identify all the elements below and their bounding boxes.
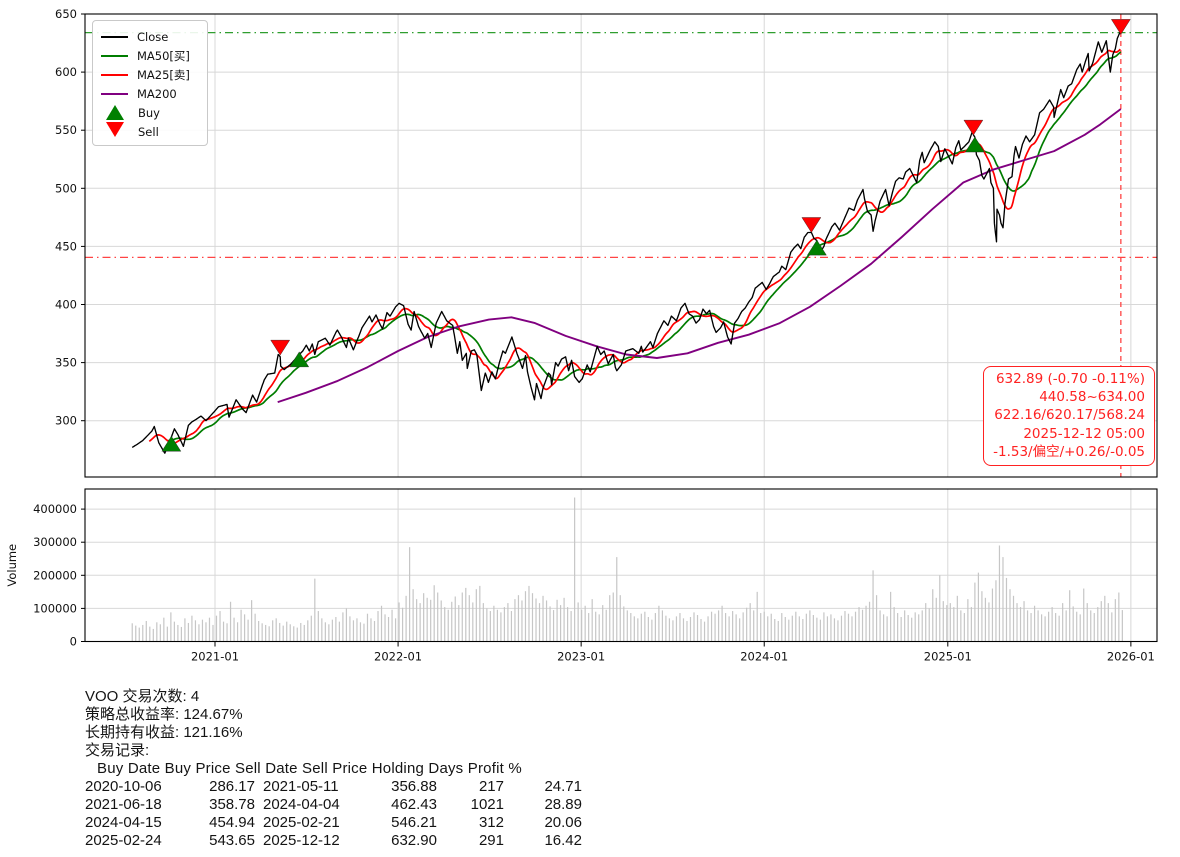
x-tick-label: 2024-01	[740, 650, 788, 664]
price-ytick-label: 400	[55, 298, 77, 312]
buy-date-cell: 2021-06-18	[85, 796, 162, 813]
buyhold-return-line: 长期持有收益: 121.16%	[85, 724, 243, 741]
buy-marker	[965, 136, 985, 153]
strategy-return-line: 策略总收益率: 124.67%	[85, 706, 243, 723]
trade-table-header: Buy Date Buy Price Sell Date Sell Price …	[97, 760, 522, 777]
sell-marker	[270, 339, 291, 356]
price-ytick-label: 350	[55, 356, 77, 370]
x-tick-label: 2023-01	[557, 650, 605, 664]
buy-date-cell: 2025-02-24	[85, 832, 162, 849]
holding-days-cell: 312	[478, 814, 504, 831]
annotation-date-line: 2025-12-12 05:00	[1023, 425, 1145, 442]
sell-price-cell: 632.90	[391, 832, 437, 849]
sell-date-cell: 2025-02-21	[263, 814, 340, 831]
legend-label: MA50[买]	[137, 48, 190, 63]
volume-axis-label: Volume	[5, 544, 19, 587]
buy-marker	[161, 435, 182, 452]
price-ytick-label: 550	[55, 123, 77, 137]
buy-date-cell: 2024-04-15	[85, 814, 162, 831]
sell-marker	[801, 217, 822, 233]
close-line	[131, 31, 1122, 454]
buy-price-cell: 286.17	[209, 778, 255, 795]
price-panel-border	[84, 13, 1158, 478]
latest-quote-annotation: 632.89 (-0.70 -0.11%) 440.58~634.00 622.…	[983, 366, 1155, 467]
sell-date-cell: 2025-12-12	[263, 832, 340, 849]
volume-bars	[131, 497, 1123, 642]
legend-item-ma25: MA25[卖]	[101, 65, 199, 84]
legend-label: Sell	[138, 124, 159, 139]
legend-label: Buy	[138, 105, 160, 120]
ma50-line-swatch	[101, 54, 128, 57]
close-line-swatch	[101, 35, 128, 38]
trade-row: 2020-10-06 286.17 2021-05-11 356.88 217 …	[85, 778, 582, 796]
profit-cell: 16.42	[544, 832, 582, 849]
legend-item-close: Close	[101, 27, 199, 46]
legend-item-sell: Sell	[101, 122, 199, 141]
sell-marker	[963, 119, 984, 136]
volume-ytick-label: 200000	[33, 568, 77, 582]
annotation-price-line: 632.89 (-0.70 -0.11%)	[995, 371, 1145, 387]
price-volume-chart: 300 350 400 450 500 550 600 650 0 100000 200000 300…	[5, 7, 1158, 664]
trade-markers	[161, 19, 1131, 452]
ma200-line	[277, 108, 1122, 404]
reference-lines	[85, 14, 1157, 477]
sell-price-cell: 462.43	[391, 796, 437, 813]
price-ytick-label: 650	[55, 7, 77, 21]
profit-cell: 20.06	[544, 814, 582, 831]
gridlines	[85, 13, 1157, 642]
legend-item-ma50: MA50[买]	[101, 46, 199, 65]
volume-ytick-label: 400000	[33, 502, 77, 516]
x-tick-label: 2025-01	[924, 650, 972, 664]
x-tick-label: 2022-01	[374, 650, 422, 664]
trade-row: 2021-06-18 358.78 2024-04-04 462.43 1021…	[85, 796, 582, 814]
trade-count-line: VOO 交易次数: 4	[85, 688, 200, 705]
volume-panel-border	[84, 488, 1158, 643]
axes: 300 350 400 450 500 550 600 650 0 100000 200000 300…	[5, 7, 1158, 664]
buy-price-cell: 454.94	[209, 814, 255, 831]
legend-label: MA25[卖]	[137, 67, 190, 82]
sell-marker	[1110, 19, 1131, 35]
sell-price-cell: 546.21	[391, 814, 437, 831]
volume-ytick-label: 0	[70, 635, 77, 649]
sell-date-cell: 2024-04-04	[263, 796, 340, 813]
ma25-line-swatch	[101, 73, 128, 76]
volume-ytick-label: 100000	[33, 601, 77, 615]
chart-legend: Close MA50[买] MA25[卖] MA200 Buy Sell	[92, 20, 208, 146]
holding-days-cell: 217	[478, 778, 504, 795]
x-tick-label: 2021-01	[191, 650, 239, 664]
buy-price-cell: 358.78	[209, 796, 255, 813]
price-ytick-label: 450	[55, 239, 77, 253]
price-ytick-label: 600	[55, 65, 77, 79]
trade-row: 2024-04-15 454.94 2025-02-21 546.21 312 …	[85, 814, 582, 832]
profit-cell: 24.71	[544, 778, 582, 795]
trade-row: 2025-02-24 543.65 2025-12-12 632.90 291 …	[85, 832, 582, 850]
sell-date-cell: 2021-05-11	[263, 778, 339, 795]
annotation-range-line: 440.58~634.00	[1039, 389, 1145, 406]
price-ytick-label: 500	[55, 181, 77, 195]
sell-triangle-icon	[106, 122, 124, 137]
holding-days-cell: 1021	[470, 796, 504, 813]
legend-label: Close	[137, 29, 169, 44]
strategy-stats-block: VOO 交易次数: 4 策略总收益率: 124.67% 长期持有收益: 121.…	[85, 688, 582, 850]
volume-ytick-label: 300000	[33, 535, 77, 549]
ma200-line-swatch	[101, 92, 128, 95]
legend-item-ma200: MA200	[101, 84, 199, 103]
buy-price-cell: 543.65	[209, 832, 255, 849]
buy-date-cell: 2020-10-06	[85, 778, 162, 795]
annotation-ma-line: 622.16/620.17/568.24	[994, 407, 1145, 424]
buy-triangle-icon	[106, 105, 124, 120]
legend-item-buy: Buy	[101, 103, 199, 122]
price-series	[131, 31, 1122, 454]
annotation-signal-line: -1.53/偏空/+0.26/-0.05	[993, 443, 1145, 460]
price-ytick-label: 300	[55, 414, 77, 428]
x-tick-label: 2026-01	[1107, 650, 1155, 664]
sell-price-cell: 356.88	[391, 778, 437, 795]
trade-log-title: 交易记录:	[85, 742, 150, 759]
buy-marker	[289, 351, 310, 368]
legend-label: MA200	[137, 86, 177, 101]
buy-marker	[807, 239, 827, 256]
profit-cell: 28.89	[544, 796, 582, 813]
holding-days-cell: 291	[478, 832, 504, 849]
